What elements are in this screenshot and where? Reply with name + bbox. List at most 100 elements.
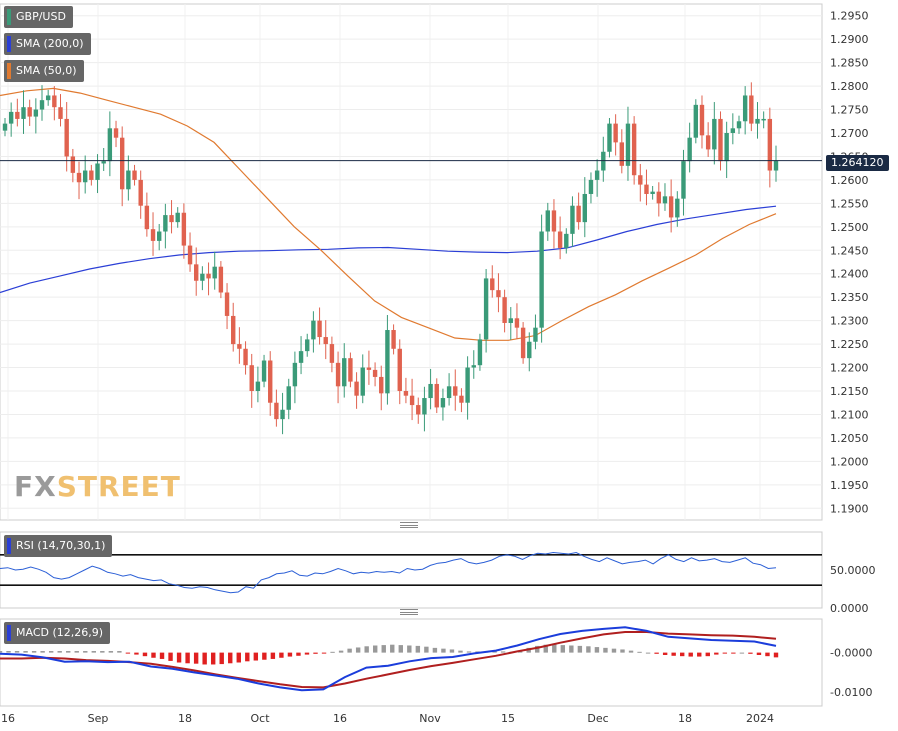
candle-body — [107, 128, 113, 162]
macd-histogram-bar — [219, 652, 224, 665]
macd-histogram-bar — [168, 652, 173, 661]
macd-histogram-bar — [100, 651, 105, 653]
legend-label: SMA (50,0) — [16, 64, 77, 77]
candle-body — [52, 95, 57, 108]
candle-body — [366, 367, 372, 370]
candle-body — [502, 297, 507, 323]
candle-body — [705, 135, 711, 150]
macd-histogram-bar — [731, 652, 736, 654]
candle-body — [687, 137, 692, 162]
macd-histogram-bar — [552, 644, 557, 653]
candle-body — [2, 123, 8, 131]
macd-histogram-bar — [628, 650, 634, 653]
candle-body — [675, 198, 680, 218]
macd-histogram-bar — [620, 649, 625, 653]
macd-histogram-bar — [296, 652, 301, 656]
candle-body — [508, 318, 513, 323]
candle-body — [742, 95, 748, 122]
candle-body — [594, 170, 600, 180]
legend-swatch — [7, 63, 11, 79]
candle-body — [496, 290, 501, 298]
macd-histogram-bar — [202, 652, 207, 665]
legend-gbpusd[interactable]: GBP/USD — [4, 6, 73, 28]
macd-histogram-bar — [424, 646, 429, 653]
candle-body — [348, 358, 353, 382]
sma50-line — [0, 87, 777, 341]
candle-body — [668, 196, 674, 218]
pane-resize-handle[interactable] — [400, 522, 418, 528]
macd-histogram-bar — [415, 645, 421, 653]
candle-body — [305, 339, 310, 352]
macd-histogram-bar — [594, 647, 600, 653]
legend-label: MACD (12,26,9) — [16, 626, 104, 639]
macd-histogram-bar — [151, 652, 156, 658]
candle-body — [101, 161, 106, 164]
candle-body — [45, 95, 51, 101]
candle-body — [570, 205, 575, 234]
macd-histogram-bar — [83, 651, 88, 653]
candle-body — [736, 121, 742, 129]
x-tick-label: 18 — [178, 712, 192, 725]
price-tick-label: 1.2950 — [830, 10, 869, 23]
macd-histogram-bar — [262, 652, 267, 660]
macd-histogram-bar — [654, 652, 659, 654]
candle-body — [113, 128, 119, 138]
legend-sma200[interactable]: SMA (200,0) — [4, 33, 91, 55]
macd-histogram-bar — [645, 652, 651, 654]
candle-body — [545, 210, 550, 232]
candle-body — [354, 381, 359, 396]
legend-sma50[interactable]: SMA (50,0) — [4, 60, 84, 82]
candle-body — [631, 123, 637, 176]
candle-body — [483, 278, 489, 340]
candle-body — [200, 273, 205, 281]
candle-body — [434, 383, 439, 408]
candle-body — [268, 360, 273, 403]
macd-histogram-bar — [355, 647, 361, 653]
x-tick-label: Nov — [419, 712, 441, 725]
macd-histogram-bar — [492, 651, 497, 653]
macd-histogram-bar — [722, 652, 728, 654]
candle-body — [144, 205, 150, 230]
candle-body — [557, 231, 563, 248]
x-tick-label: 16 — [333, 712, 347, 725]
candle-body — [465, 367, 470, 403]
macd-histogram-bar — [228, 652, 233, 664]
candle-body — [274, 402, 279, 420]
candle-body — [39, 100, 45, 110]
macd-histogram-bar — [364, 646, 369, 653]
price-tick-label: 1.2200 — [830, 362, 869, 375]
macd-histogram-bar — [6, 651, 11, 653]
candle-body — [27, 107, 32, 117]
macd-histogram-bar — [117, 651, 122, 653]
legend-label: RSI (14,70,30,1) — [16, 539, 106, 552]
candle-body — [681, 161, 686, 199]
candle-body — [119, 137, 125, 190]
macd-histogram-bar — [253, 652, 259, 661]
macd-histogram-bar — [611, 648, 617, 653]
candle-body — [539, 231, 544, 328]
macd-histogram-bar — [441, 648, 446, 653]
x-tick-label: Sep — [88, 712, 109, 725]
candle-body — [237, 344, 242, 349]
macd-histogram-bar — [57, 651, 62, 653]
price-tick-label: 1.2900 — [830, 33, 869, 46]
rsi-line — [0, 551, 777, 594]
candle-body — [749, 95, 754, 124]
legend-rsi[interactable]: RSI (14,70,30,1) — [4, 535, 113, 557]
candle-body — [89, 170, 94, 180]
macd-histogram-bar — [279, 652, 284, 658]
candle-body — [292, 362, 298, 387]
fxstreet-logo: FXSTREET — [14, 470, 181, 503]
candle-body — [693, 104, 699, 138]
macd-histogram-bar — [739, 652, 745, 654]
macd-histogram-bar — [245, 652, 250, 662]
candle-body — [138, 179, 143, 206]
macd-histogram-bar — [108, 651, 114, 653]
legend-macd[interactable]: MACD (12,26,9) — [4, 622, 111, 644]
price-tick-label: 1.2100 — [830, 408, 869, 421]
price-tick-label: 1.2800 — [830, 80, 869, 93]
macd-histogram-bar — [0, 651, 3, 653]
candle-body — [157, 231, 162, 241]
pane-resize-handle[interactable] — [400, 609, 418, 615]
